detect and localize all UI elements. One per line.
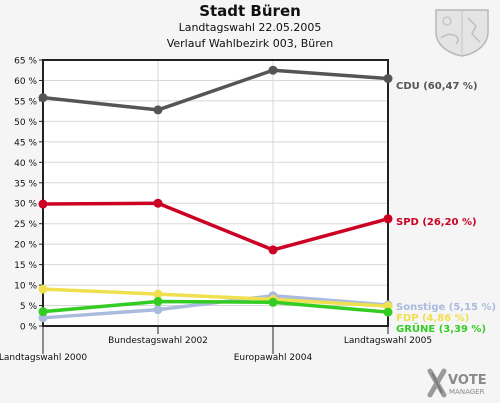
y-tick-label: 25 % [14,220,37,230]
data-point-spd [38,199,48,209]
series-label-sonstige: Sonstige (5,15 %) [396,302,496,313]
series-line-spd [42,201,389,252]
vote-manager-logo: VOTE MANAGER [426,367,498,403]
data-point-grüne [383,307,393,317]
x-tick-label: Europawahl 2004 [234,353,313,363]
y-tick-label: 10 % [14,282,37,292]
plot-area [42,59,389,327]
chart-title: Stadt Büren [199,2,301,20]
series-line-fdp [42,287,389,308]
series-labels: CDU (60,47 %) SPD (26,20 %) Sonstige (5,15… [396,81,496,335]
data-point-cdu [153,105,163,115]
y-tick-label: 5 % [20,302,38,312]
data-point-cdu [38,93,48,103]
data-point-cdu [383,74,393,84]
series-line-grüne [42,299,389,314]
y-tick-label: 30 % [14,200,37,210]
chart-grid [43,59,388,326]
series-line-cdu [42,68,389,112]
data-point-spd [268,245,278,255]
plot-background [43,60,388,326]
x-axis-ticks: Landtagswahl 2000 Bundestagswahl 2002 Euro… [0,326,432,363]
x-tick-label: Landtagswahl 2005 [344,336,432,346]
data-point-sonstige [153,305,163,315]
y-tick-label: 40 % [14,159,37,169]
data-point-spd [153,198,163,208]
y-tick-label: 50 % [14,118,37,128]
data-point-grüne [153,296,163,306]
y-tick-label: 20 % [14,241,37,251]
data-point-fdp [153,289,163,299]
series-label-spd: SPD (26,20 %) [396,217,477,228]
y-tick-label: 0 % [20,323,38,333]
series-label-grüne: GRÜNE (3,39 %) [396,321,486,335]
data-point-fdp [38,284,48,294]
x-tick-label: Landtagswahl 2000 [0,353,87,363]
data-point-spd [383,214,393,224]
series-label-fdp: FDP (4,86 %) [396,313,469,324]
y-axis-ticks: 0 % 5 % 10 % 15 % 20 % 25 % 30 % 35 % 40 % 45 % 50… [14,57,43,333]
series-label-cdu: CDU (60,47 %) [396,81,478,92]
y-tick-label: 35 % [14,179,37,189]
logo-text-vote: VOTE [448,373,487,388]
series-lines [38,65,393,323]
y-tick-label: 45 % [14,138,37,148]
y-tick-label: 55 % [14,97,37,107]
state-crest-icon [435,9,489,57]
x-tick-label: Bundestagswahl 2002 [108,336,208,346]
data-point-grüne [268,297,278,307]
y-tick-label: 15 % [14,261,37,271]
y-tick-label: 65 % [14,57,37,67]
chart-subtitle-2: Verlauf Wahlbezirk 003, Büren [166,37,334,50]
data-point-cdu [268,65,278,75]
vote-manager-x-icon [427,368,447,398]
y-tick-label: 60 % [14,77,37,87]
logo-text-manager: MANAGER [449,388,485,396]
data-point-grüne [38,307,48,317]
chart-subtitle: Landtagswahl 22.05.2005 [178,21,322,34]
